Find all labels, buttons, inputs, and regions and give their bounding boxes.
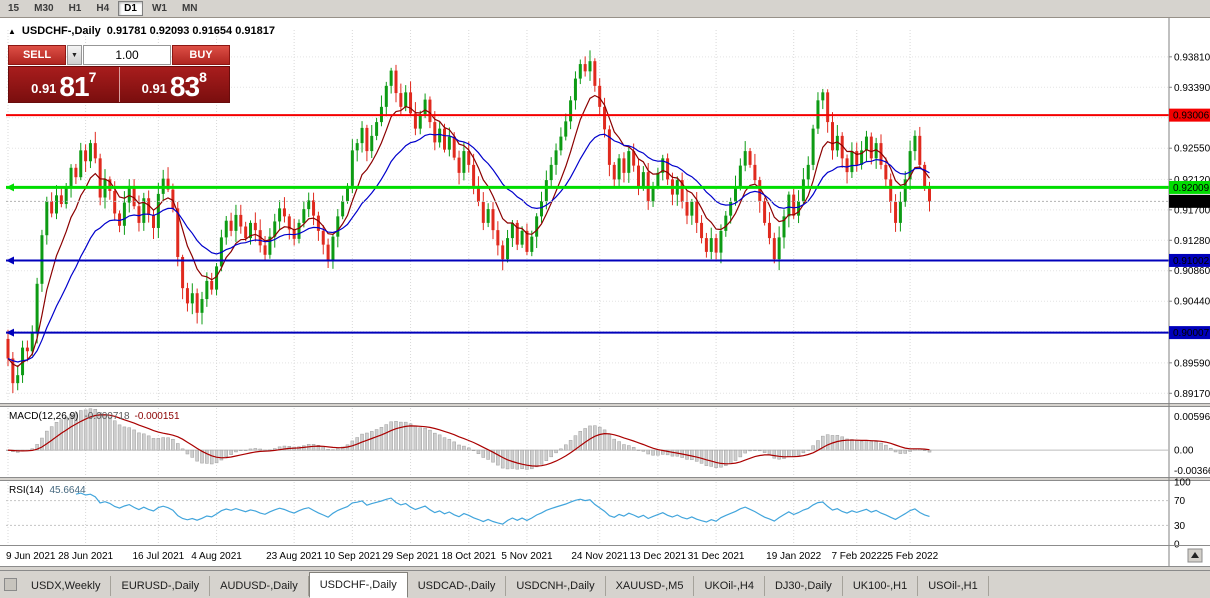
time-axis: 9 Jun 2021 28 Jun 2021 16 Jul 2021 4 Aug 20… bbox=[0, 545, 1210, 567]
chart-ohlc-values: 0.91781 0.92093 0.91654 0.91817 bbox=[106, 25, 275, 37]
svg-text:4 Aug 2021: 4 Aug 2021 bbox=[191, 551, 242, 562]
svg-text:0.91700: 0.91700 bbox=[1174, 205, 1210, 216]
sell-price-prefix: 0.91 bbox=[31, 81, 57, 96]
svg-text:0.92120: 0.92120 bbox=[1174, 175, 1210, 186]
tab-EURUSD-,Daily[interactable]: EURUSD-,Daily bbox=[111, 576, 211, 596]
volume-input[interactable]: 1.00 bbox=[83, 45, 171, 65]
svg-text:0.93006: 0.93006 bbox=[1173, 111, 1210, 122]
svg-text:29 Sep 2021: 29 Sep 2021 bbox=[382, 551, 439, 562]
svg-text:0.91280: 0.91280 bbox=[1174, 236, 1210, 247]
svg-text:0.89590: 0.89590 bbox=[1174, 358, 1210, 369]
svg-text:70: 70 bbox=[1174, 496, 1186, 507]
horizontal-lines[interactable] bbox=[6, 114, 1169, 337]
buy-price-big: 83 bbox=[169, 71, 200, 102]
tab-USOil-,H1[interactable]: USOil-,H1 bbox=[918, 576, 989, 596]
timeframe-mn[interactable]: MN bbox=[181, 3, 198, 14]
tab-XAUUSD-,M5[interactable]: XAUUSD-,M5 bbox=[606, 576, 695, 596]
svg-text:19 Jan 2022: 19 Jan 2022 bbox=[766, 551, 821, 562]
svg-text:0.00: 0.00 bbox=[1174, 446, 1194, 457]
timeframe-h1[interactable]: H1 bbox=[68, 3, 82, 14]
timeframe-h4[interactable]: H4 bbox=[96, 3, 110, 14]
buy-price[interactable]: 0.91 83 8 bbox=[120, 67, 230, 102]
collapse-panel-arrow-icon[interactable]: ▲ bbox=[8, 26, 16, 36]
svg-text:0.90860: 0.90860 bbox=[1174, 266, 1210, 277]
timeframe-d1[interactable]: D1 bbox=[118, 1, 143, 16]
price-axis-boxes: 0.93006 0.92009 0.91002 0.90007 0.91817 bbox=[1169, 108, 1210, 340]
tab-USDCHF-,Daily[interactable]: USDCHF-,Daily bbox=[308, 572, 408, 598]
timeframe-15[interactable]: 15 bbox=[8, 3, 20, 14]
trade-buttons-row: SELL ▼ 1.00 BUY bbox=[8, 45, 230, 65]
chart-shift-button[interactable] bbox=[1187, 548, 1203, 563]
buy-price-prefix: 0.91 bbox=[141, 81, 167, 96]
svg-text:0.91817: 0.91817 bbox=[1173, 197, 1210, 208]
sell-price-big: 81 bbox=[59, 71, 89, 102]
svg-text:23 Aug 2021: 23 Aug 2021 bbox=[266, 551, 323, 562]
svg-text:24 Nov 2021: 24 Nov 2021 bbox=[571, 551, 628, 562]
svg-text:7 Feb 2022: 7 Feb 2022 bbox=[831, 551, 882, 562]
sell-price[interactable]: 0.91 81 7 bbox=[9, 67, 120, 102]
svg-text:16 Jul 2021: 16 Jul 2021 bbox=[132, 551, 184, 562]
buy-button[interactable]: BUY bbox=[172, 45, 230, 65]
tab-UKOil-,H4[interactable]: UKOil-,H4 bbox=[694, 576, 765, 596]
svg-text:0.92550: 0.92550 bbox=[1174, 144, 1210, 155]
svg-text:9 Jun 2021: 9 Jun 2021 bbox=[6, 551, 56, 562]
svg-text:25 Feb 2022: 25 Feb 2022 bbox=[882, 551, 939, 562]
svg-text:0.005963: 0.005963 bbox=[1174, 412, 1210, 423]
svg-text:30: 30 bbox=[1174, 521, 1186, 532]
tab-DJ30-,Daily[interactable]: DJ30-,Daily bbox=[765, 576, 843, 596]
chart-tabs: USDX,Weekly EURUSD-,Daily AUDUSD-,Daily USD… bbox=[0, 570, 1210, 598]
tab-UK100-,H1[interactable]: UK100-,H1 bbox=[843, 576, 919, 596]
svg-text:100: 100 bbox=[1174, 478, 1191, 489]
macd-pane: 0.005963 0.00 -0.003664 MACD(12,26,9)-0.000… bbox=[6, 408, 1210, 477]
timeframe-toolbar: 15 M30 H1 H4 D1 W1 MN bbox=[0, 0, 1210, 18]
window-icon[interactable] bbox=[4, 578, 17, 591]
svg-text:28 Jun 2021: 28 Jun 2021 bbox=[58, 551, 113, 562]
shift-up-arrow-icon bbox=[1191, 552, 1199, 558]
sell-price-sup: 7 bbox=[88, 69, 97, 85]
svg-text:31 Dec 2021: 31 Dec 2021 bbox=[688, 551, 745, 562]
svg-text:13 Dec 2021: 13 Dec 2021 bbox=[630, 551, 687, 562]
rsi-label: RSI(14) 45.6644 bbox=[9, 485, 86, 496]
timeframe-m30[interactable]: M30 bbox=[34, 3, 54, 14]
pane-separators[interactable] bbox=[0, 403, 1210, 481]
svg-text:10 Sep 2021: 10 Sep 2021 bbox=[324, 551, 381, 562]
svg-text:0.90007: 0.90007 bbox=[1173, 328, 1210, 339]
one-click-trading-panel: SELL ▼ 1.00 BUY 0.91 81 7 0.91 83 8 bbox=[8, 45, 230, 103]
moving-average-21 bbox=[7, 133, 930, 363]
chart-header: ▲ USDCHF-,Daily 0.91781 0.92093 0.91654 … bbox=[8, 25, 275, 37]
svg-text:18 Oct 2021: 18 Oct 2021 bbox=[442, 551, 497, 562]
macd-label: MACD(12,26,9) -0.000718 -0.000151 bbox=[9, 411, 180, 422]
rsi-pane: 10070300RSI(14)45.6644 bbox=[6, 478, 1191, 551]
svg-text:0.90440: 0.90440 bbox=[1174, 297, 1210, 308]
svg-text:0.92009: 0.92009 bbox=[1173, 183, 1210, 194]
svg-text:0.93810: 0.93810 bbox=[1174, 52, 1210, 63]
timeframe-w1[interactable]: W1 bbox=[151, 3, 167, 14]
tab-USDCAD-,Daily[interactable]: USDCAD-,Daily bbox=[408, 576, 507, 596]
svg-text:-0.003664: -0.003664 bbox=[1174, 466, 1210, 477]
svg-text:0.89170: 0.89170 bbox=[1174, 389, 1210, 400]
svg-text:0.91002: 0.91002 bbox=[1173, 256, 1210, 267]
chart-symbol-label: USDCHF-,Daily bbox=[21, 25, 101, 37]
tab-AUDUSD-,Daily[interactable]: AUDUSD-,Daily bbox=[210, 576, 309, 596]
svg-text:0.93390: 0.93390 bbox=[1174, 83, 1210, 94]
moving-average-8 bbox=[7, 94, 930, 368]
svg-text:5 Nov 2021: 5 Nov 2021 bbox=[501, 551, 553, 562]
trade-prices-row: 0.91 81 7 0.91 83 8 bbox=[8, 66, 230, 103]
tab-USDCNH-,Daily[interactable]: USDCNH-,Daily bbox=[506, 576, 606, 596]
buy-price-sup: 8 bbox=[199, 69, 207, 85]
volume-decrease-button[interactable]: ▼ bbox=[67, 45, 82, 65]
sell-button[interactable]: SELL bbox=[8, 45, 66, 65]
tab-USDX,Weekly[interactable]: USDX,Weekly bbox=[21, 576, 112, 596]
